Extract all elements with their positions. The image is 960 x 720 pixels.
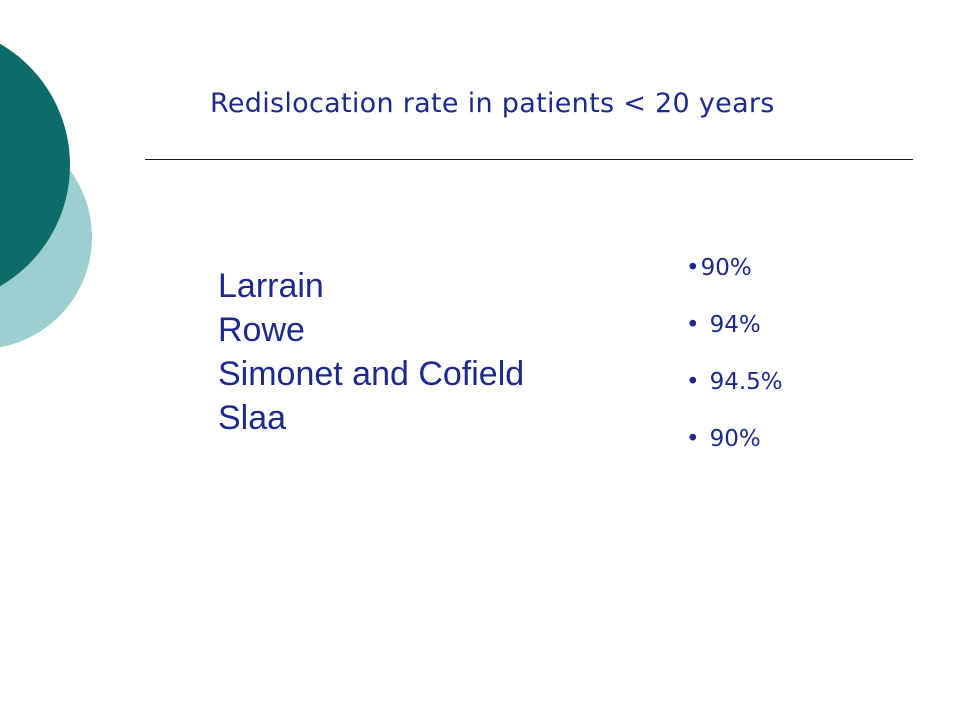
author-item: Rowe (218, 311, 305, 349)
bullet-icon: • (686, 312, 700, 338)
rate-item: • 94.5% (686, 363, 783, 420)
bullet-icon: • (686, 255, 700, 281)
rate-value: 90% (709, 426, 761, 452)
rate-item: • 90% (686, 420, 783, 477)
dark-teal-circle (0, 43, 70, 287)
title-divider (145, 159, 913, 160)
author-item: Simonet and Cofield (218, 355, 525, 393)
rate-item: •90% (686, 249, 783, 306)
rate-item: • 94% (686, 306, 783, 363)
author-item: Larrain (218, 267, 324, 305)
bullet-icon: • (686, 369, 700, 395)
slide-title: Redislocation rate in patients < 20 year… (210, 88, 775, 119)
bullet-icon: • (686, 426, 700, 452)
author-list: Larrain Rowe Simonet and Cofield Slaa (218, 264, 524, 440)
rate-value: 94.5% (709, 369, 783, 395)
rate-value: 94% (709, 312, 761, 338)
decorative-circles (0, 43, 92, 348)
rate-list: •90% • 94% • 94.5% • 90% (686, 249, 783, 477)
rate-value: 90% (700, 255, 752, 281)
author-item: Slaa (218, 399, 287, 437)
